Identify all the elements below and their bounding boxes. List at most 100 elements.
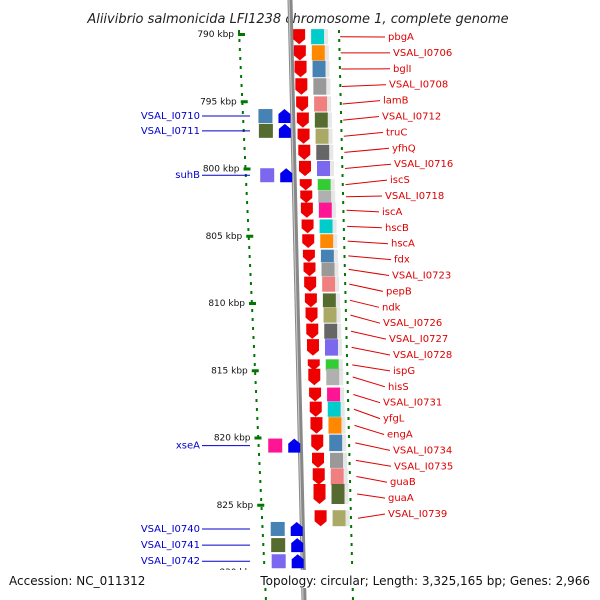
guide-dot [340, 120, 343, 123]
topology-text: Topology: circular; Length: 3,325,165 bp… [259, 574, 590, 588]
gene-group [258, 29, 350, 569]
gene-label-vsal-i0711[interactable]: VSAL_I0711 [141, 126, 200, 137]
gene-annotation-block [316, 144, 330, 160]
gene-annotation-shade [337, 339, 342, 356]
guide-dot [338, 48, 341, 51]
gene-label-vsal-i0710[interactable]: VSAL_I0710 [141, 111, 200, 122]
gene-label-vsal-i0735[interactable]: VSAL_I0735 [394, 461, 453, 472]
tick-mark [251, 369, 259, 373]
guide-dot [342, 210, 345, 213]
gene-label-yfhq[interactable]: yfhQ [392, 143, 416, 154]
gene-label-vsal-i0723[interactable]: VSAL_I0723 [392, 271, 451, 282]
gene-label-vsal-i0718[interactable]: VSAL_I0718 [385, 191, 444, 202]
gene-annotation-shade [339, 368, 344, 386]
gene-label-pbga[interactable]: pbgA [388, 32, 414, 43]
gene-annotation-block [318, 202, 332, 218]
gene-label-hscb[interactable]: hscB [385, 223, 409, 234]
forward-gene-arrow [312, 452, 325, 468]
guide-dot [338, 57, 341, 60]
guide-dot [344, 291, 347, 294]
gene-label-vsal-i0728[interactable]: VSAL_I0728 [393, 350, 452, 361]
gene-annotation-block [314, 96, 328, 112]
guide-dot [350, 525, 353, 528]
gene-label-vsal-i0712[interactable]: VSAL_I0712 [382, 112, 441, 123]
gene-annotation-block [323, 307, 337, 323]
gene-label-vsal-i0716[interactable]: VSAL_I0716 [394, 159, 453, 170]
guide-dot [348, 453, 351, 456]
guide-dot [243, 138, 246, 141]
gene-label-vsal-i0741[interactable]: VSAL_I0741 [141, 540, 200, 551]
gene-label-vsal-i0734[interactable]: VSAL_I0734 [393, 445, 452, 456]
guide-dot [346, 363, 349, 366]
gene-label-truc[interactable]: truC [386, 127, 407, 138]
guide-dot [345, 318, 348, 321]
gene-annotation-shade [340, 387, 345, 402]
gene-label-fdx[interactable]: fdx [394, 255, 410, 266]
gene-annotation-block [321, 262, 335, 277]
forward-gene-arrow [300, 202, 313, 218]
gene-label-vsal-i0742[interactable]: VSAL_I0742 [141, 556, 200, 567]
gene-label-lamb[interactable]: lamB [383, 96, 409, 107]
gene-label-ispg[interactable]: ispG [393, 366, 415, 377]
forward-gene-arrow [304, 293, 317, 308]
gene-label-vsal-i0708[interactable]: VSAL_I0708 [389, 80, 448, 91]
gene-annotation-shade [330, 160, 334, 177]
gene-label-vsal-i0706[interactable]: VSAL_I0706 [393, 48, 452, 59]
tick-label: 815 kbp [211, 366, 248, 376]
guide-dot [244, 165, 247, 168]
guide-dot [343, 246, 346, 249]
gene-label-suhb[interactable]: suhB [175, 170, 200, 181]
guide-dot [349, 516, 352, 519]
gene-label-hsca[interactable]: hscA [391, 239, 415, 250]
tick-mark [257, 503, 265, 507]
gene-label-vsal-i0726[interactable]: VSAL_I0726 [383, 318, 442, 329]
gene-label-iscs[interactable]: iscS [390, 175, 410, 186]
guide-dot [340, 129, 343, 132]
guide-dot [348, 471, 351, 474]
gene-label-yfgl[interactable]: yfgL [383, 414, 405, 425]
gene-label-xsea[interactable]: xseA [176, 441, 200, 452]
forward-gene-arrow [296, 112, 309, 128]
right-label-connector [348, 268, 390, 276]
forward-gene-arrow [314, 510, 327, 527]
gene-annotation-block [330, 468, 344, 485]
guide-dot [349, 498, 352, 501]
guide-dot [250, 300, 253, 303]
gene-label-isca[interactable]: iscA [382, 207, 402, 218]
guide-dot [348, 462, 351, 465]
guide-dot [341, 183, 344, 186]
gene-label-bgli[interactable]: bglI [393, 64, 411, 75]
gene-label-guaa[interactable]: guaA [388, 493, 414, 504]
right-label-connector [347, 225, 383, 229]
gene-annotation-shade [331, 190, 336, 203]
guide-dot [261, 516, 264, 519]
guide-dot [342, 228, 345, 231]
gene-annotation-shade [334, 262, 339, 277]
guide-dot [339, 111, 342, 114]
gene-label-vsal-i0731[interactable]: VSAL_I0731 [383, 398, 442, 409]
gene-label-hiss[interactable]: hisS [388, 382, 409, 393]
gene-annotation-shade [333, 249, 338, 263]
guide-dot [239, 57, 242, 60]
gene-label-ndk[interactable]: ndk [382, 302, 401, 313]
gene-annotation-block [317, 179, 331, 191]
forward-gene-arrow [306, 339, 319, 356]
guide-dot [239, 66, 242, 69]
gene-annotation-shade [343, 452, 348, 468]
gene-label-vsal-i0740[interactable]: VSAL_I0740 [141, 524, 200, 535]
gene-annotation-shade [324, 29, 329, 45]
gene-annotation-shade [338, 359, 343, 371]
guide-dot [347, 399, 350, 402]
gene-label-enga[interactable]: engA [387, 430, 413, 441]
gene-label-vsal-i0727[interactable]: VSAL_I0727 [389, 334, 448, 345]
forward-gene-arrow [301, 219, 314, 234]
guide-dot [258, 453, 261, 456]
reverse-gene-arrow [278, 123, 291, 138]
gene-annotation-shade [343, 468, 348, 485]
gene-label-vsal-i0739[interactable]: VSAL_I0739 [388, 509, 447, 520]
gene-annotation-shade [337, 323, 342, 339]
right-label-connector [351, 346, 391, 356]
gene-label-guab[interactable]: guaB [390, 477, 416, 488]
gene-label-pepb[interactable]: pepB [386, 286, 412, 297]
gene-annotation-block [271, 538, 286, 553]
